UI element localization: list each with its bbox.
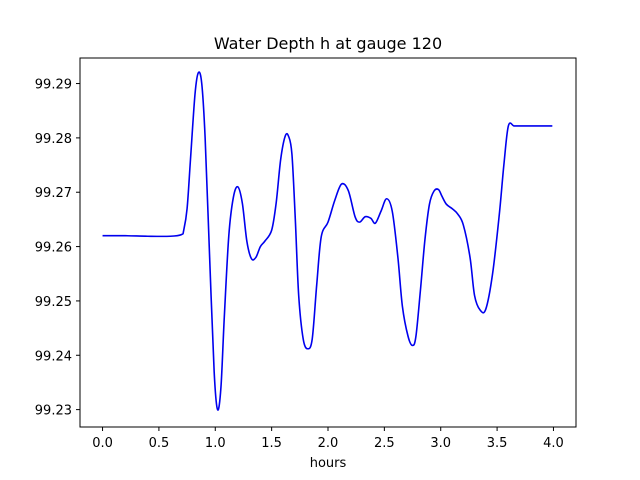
- x-tick-label: 1.5: [261, 436, 282, 451]
- x-tick-label: 2.0: [318, 436, 339, 451]
- x-tick-label: 4.0: [543, 436, 564, 451]
- x-tick-label: 0.0: [92, 436, 113, 451]
- y-tick-label: 99.27: [35, 186, 72, 201]
- y-tick-label: 99.23: [35, 404, 72, 419]
- x-tick-label: 1.0: [205, 436, 226, 451]
- x-tick-label: 0.5: [149, 436, 170, 451]
- series-line-h: [102, 71, 553, 411]
- x-tick-label: 2.5: [374, 436, 395, 451]
- y-tick-label: 99.26: [35, 241, 72, 256]
- x-tick-label: 3.5: [487, 436, 508, 451]
- y-tick-label: 99.25: [35, 295, 72, 310]
- y-tick-label: 99.29: [35, 78, 72, 93]
- y-tick-label: 99.24: [35, 349, 72, 364]
- plot-area: [80, 58, 576, 427]
- chart-title: Water Depth h at gauge 120: [214, 34, 442, 53]
- x-tick-label: 3.0: [430, 436, 451, 451]
- x-axis-label: hours: [310, 456, 347, 471]
- y-tick-label: 99.28: [35, 132, 72, 147]
